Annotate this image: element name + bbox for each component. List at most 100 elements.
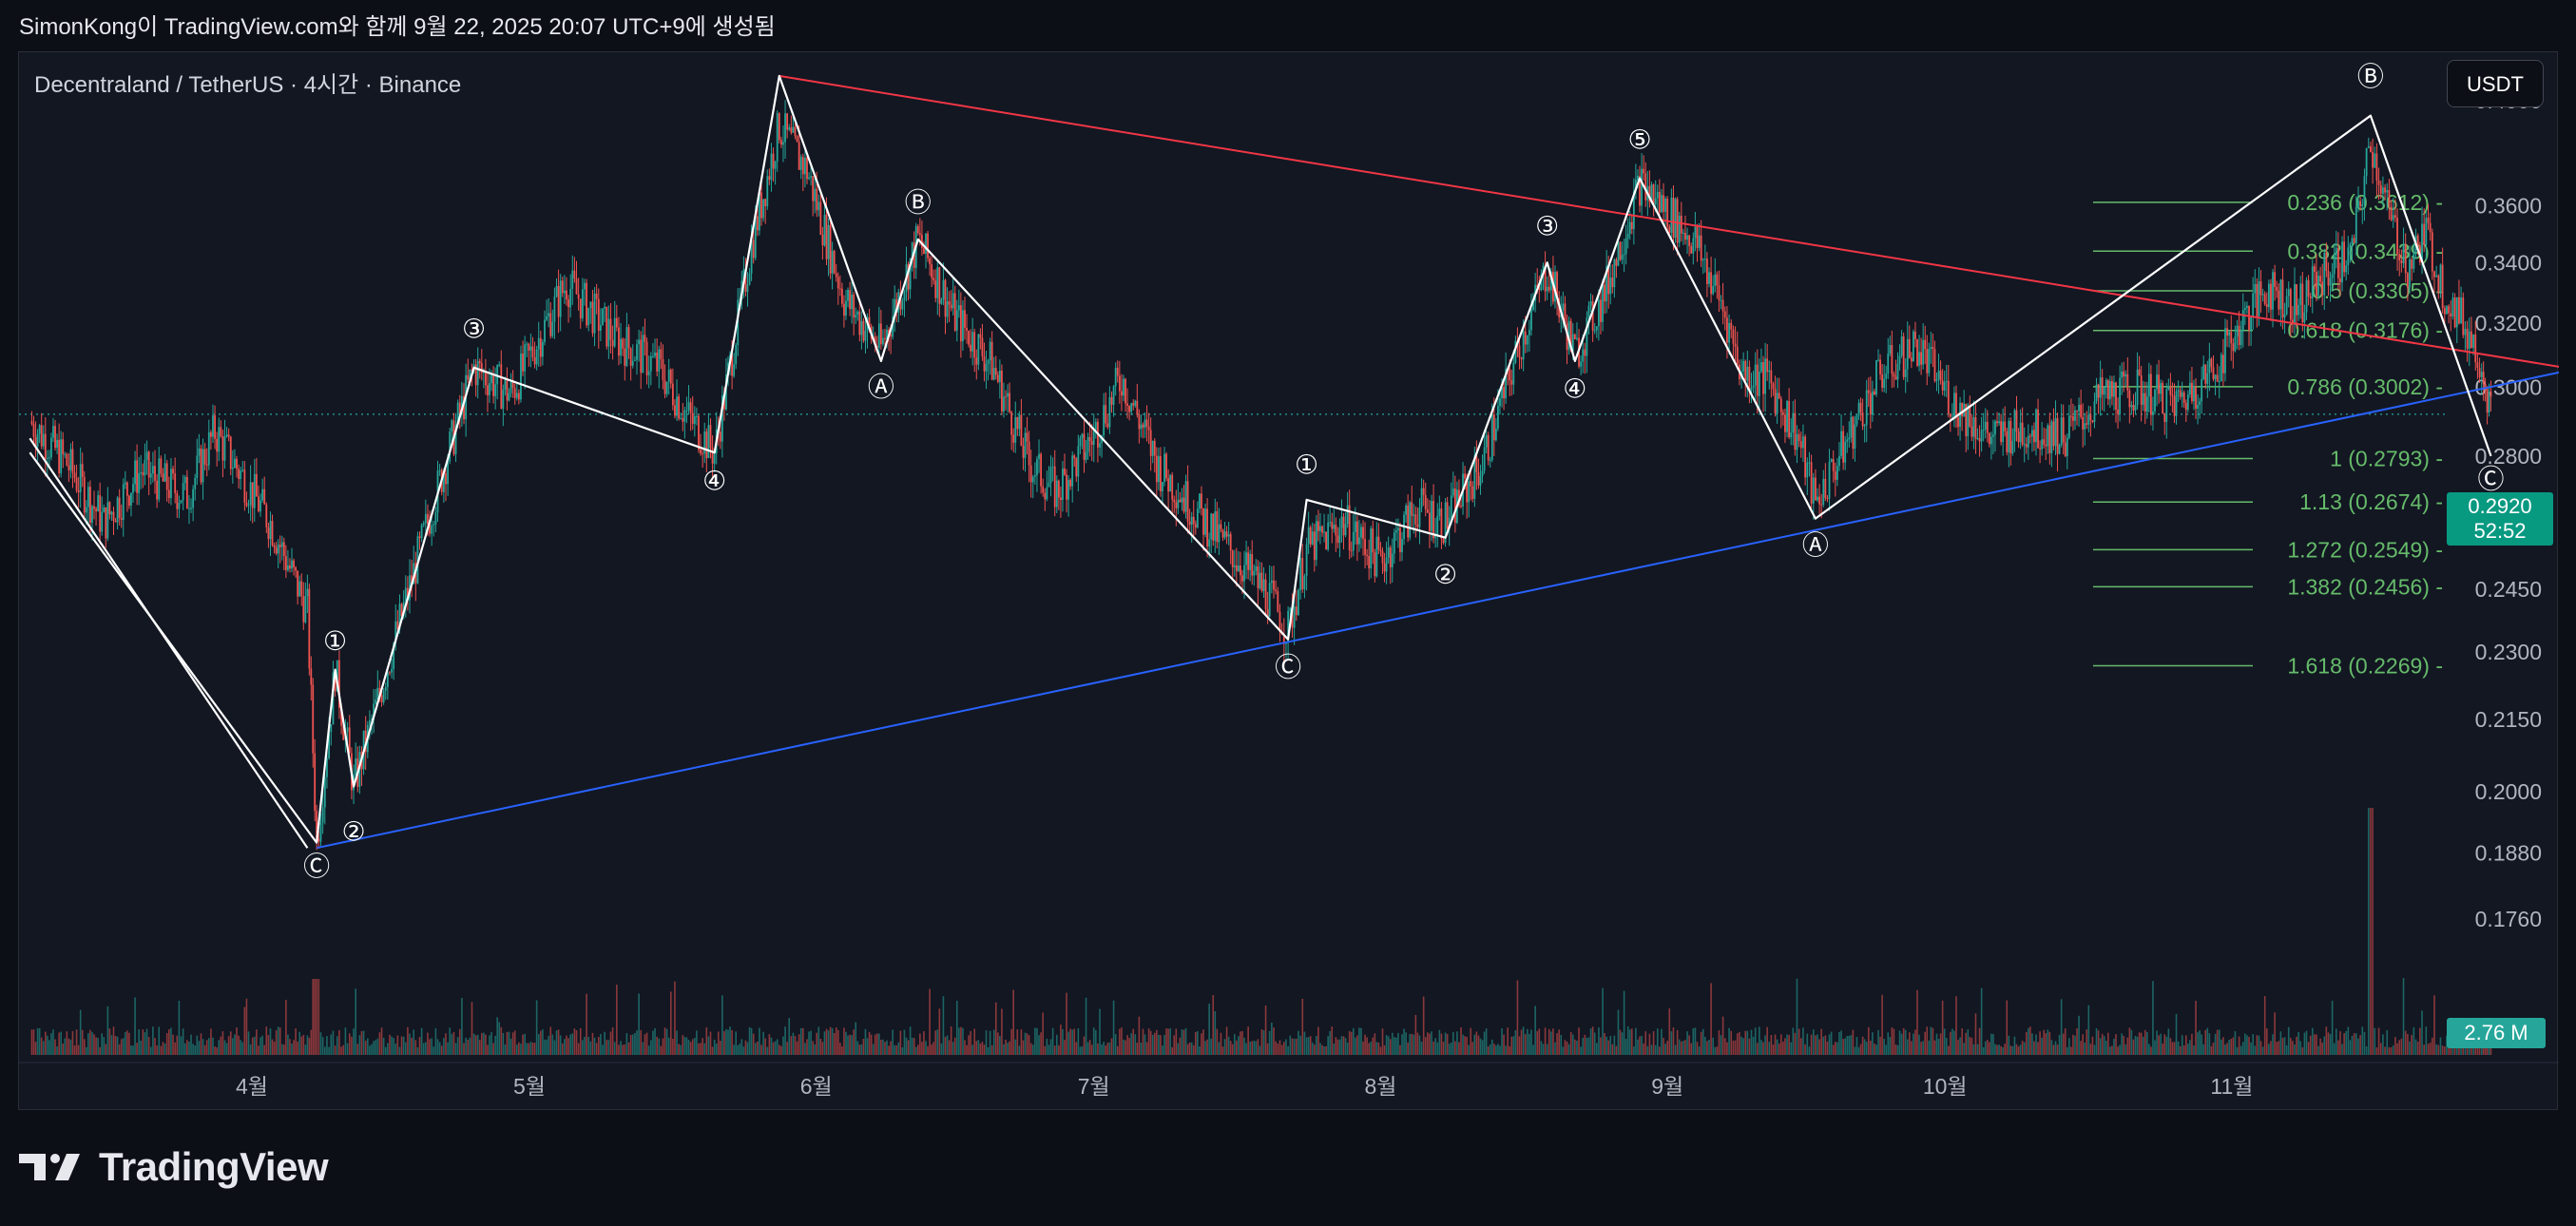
volume-bar [711, 1046, 714, 1055]
volume-bar [1138, 1016, 1141, 1055]
volume-bar [644, 1034, 646, 1055]
candle [384, 681, 387, 700]
volume-bar [1451, 1031, 1454, 1055]
candle [1204, 503, 1206, 538]
currency-button[interactable]: USDT [2447, 60, 2544, 107]
candle [2393, 199, 2396, 222]
candle [786, 112, 789, 139]
volume-bar [1293, 1038, 1296, 1055]
candle [2132, 393, 2135, 417]
volume-bar [1961, 1028, 1963, 1055]
volume-bar [81, 1029, 84, 1055]
volume-bar [627, 1042, 630, 1055]
volume-bar [2274, 1012, 2276, 1055]
volume-bar [256, 1029, 258, 1055]
volume-bar [1311, 1042, 1314, 1055]
volume-bar [1046, 1038, 1048, 1055]
candle [2406, 271, 2409, 301]
volume-bar [1204, 1041, 1206, 1055]
chart-pane[interactable]: 0.40000.36000.34000.32000.30000.28000.26… [18, 51, 2559, 1111]
volume-bar [1132, 1028, 1135, 1055]
candle [2210, 356, 2213, 373]
volume-bar [1613, 1035, 1616, 1055]
candle [586, 278, 587, 329]
volume-bar [1865, 1041, 1868, 1055]
fib-level-label: 0.786 (0.3002) - [2287, 374, 2443, 399]
candle [1040, 451, 1043, 494]
volume-bar [340, 1046, 342, 1055]
candle [2289, 287, 2292, 337]
candle [1774, 375, 1777, 417]
volume-bar [1602, 987, 1604, 1055]
price-chart[interactable]: 0.40000.36000.34000.32000.30000.28000.26… [19, 52, 2559, 1111]
candle [1450, 482, 1452, 526]
volume-bar [874, 1034, 876, 1055]
candle [2248, 305, 2250, 347]
volume-bar [1806, 1033, 1809, 1055]
candle [2402, 227, 2405, 268]
volume-bar [106, 1006, 109, 1055]
candle [2047, 423, 2049, 454]
volume-bar [140, 1041, 142, 1055]
candle [1932, 333, 1934, 368]
volume-bar [138, 1029, 140, 1055]
volume-bar [1034, 1027, 1036, 1055]
candle [2446, 305, 2448, 315]
candle [2105, 377, 2107, 399]
volume-bar [1842, 1039, 1844, 1055]
candle [36, 429, 39, 461]
volume-bar [1955, 996, 1957, 1055]
candle [1716, 271, 1719, 299]
volume-bar [833, 1032, 836, 1055]
candle [735, 342, 738, 370]
volume-bar [378, 1032, 381, 1055]
candle [1311, 522, 1314, 546]
volume-bar [1937, 1038, 1940, 1055]
volume-bar [2167, 1028, 2170, 1055]
volume-bar [1654, 1044, 1657, 1055]
candle [1206, 498, 1208, 558]
volume-bar [645, 1032, 648, 1055]
volume-bar [766, 1046, 769, 1055]
candle [302, 582, 305, 630]
candle [644, 318, 646, 356]
candle [892, 298, 894, 340]
candle [938, 266, 941, 317]
volume-bar [1195, 1031, 1197, 1055]
volume-bar [2204, 1029, 2207, 1055]
volume-bar [2047, 1029, 2049, 1055]
candle [1776, 377, 1778, 424]
volume-bar [2349, 1040, 2352, 1055]
candle [625, 313, 628, 368]
volume-bar [1939, 1033, 1942, 1055]
candle [855, 307, 857, 325]
volume-bar [2171, 1042, 2174, 1055]
volume-bar [1206, 1039, 1208, 1055]
candle [282, 537, 285, 571]
volume-bar [794, 1035, 797, 1055]
volume-bar [723, 1030, 725, 1055]
candle [2357, 186, 2359, 213]
candle [1682, 228, 1684, 245]
volume-bar [1379, 1046, 1382, 1055]
volume-bar [1106, 1043, 1109, 1055]
volume-bar [674, 981, 676, 1055]
candle [1212, 513, 1215, 546]
candle [1162, 481, 1163, 506]
candle [449, 427, 452, 465]
candle [529, 333, 532, 368]
volume-bar [1802, 1027, 1804, 1055]
volume-bar [1490, 1039, 1493, 1055]
volume-bar [750, 1027, 753, 1055]
candle [1836, 458, 1838, 487]
candle [2111, 375, 2113, 406]
volume-bar [890, 1041, 892, 1055]
candle [1920, 337, 1922, 375]
volume-bar [1432, 1041, 1434, 1055]
candle [1277, 586, 1279, 613]
candle [2169, 373, 2172, 407]
volume-bar [1734, 1040, 1737, 1055]
candle [323, 773, 326, 825]
candle [1708, 267, 1710, 288]
volume-bar [577, 1043, 580, 1055]
